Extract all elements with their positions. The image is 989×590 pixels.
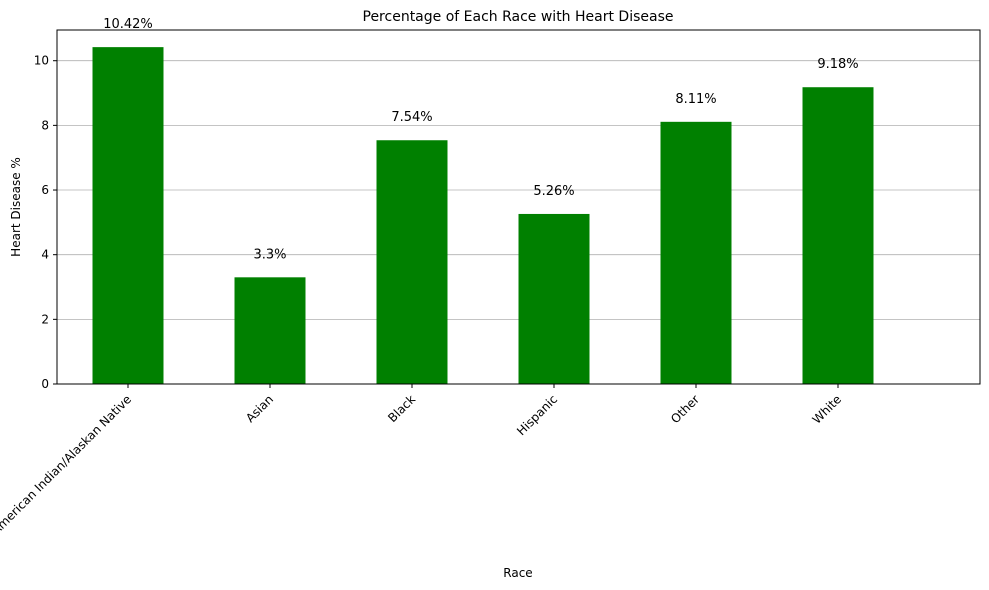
x-tick-label: Black: [385, 392, 418, 425]
bars: [92, 47, 874, 385]
bar-value-label: 10.42%: [103, 17, 153, 32]
chart-title: Percentage of Each Race with Heart Disea…: [363, 9, 674, 25]
y-tick-label: 6: [41, 183, 49, 197]
x-tick-label: Other: [668, 392, 702, 426]
data-labels: 10.42% 3.3% 7.54% 5.26% 8.11% 9.18%: [103, 17, 858, 262]
x-tick-label: White: [810, 392, 845, 427]
y-axis-label: Heart Disease %: [9, 157, 23, 257]
bar: [92, 47, 164, 384]
x-axis-ticks: American Indian/Alaskan Native Asian Black…: [0, 384, 844, 538]
y-tick-label: 8: [41, 118, 49, 132]
bar-value-label: 3.3%: [253, 247, 286, 262]
y-tick-label: 0: [41, 377, 49, 391]
bar: [518, 213, 590, 384]
bar-value-label: 5.26%: [533, 184, 574, 199]
x-axis-label: Race: [503, 566, 532, 580]
x-tick-label: American Indian/Alaskan Native: [0, 392, 134, 537]
bar-value-label: 7.54%: [391, 110, 432, 125]
bar-value-label: 8.11%: [675, 92, 716, 107]
y-axis-ticks: 0 2 4 6 8 10: [34, 54, 57, 391]
bar: [234, 277, 306, 384]
plot-frame: [56, 29, 981, 385]
y-tick-label: 2: [41, 312, 49, 326]
bar: [376, 140, 448, 384]
x-tick-label: Hispanic: [514, 392, 560, 438]
bar: [802, 87, 874, 384]
x-tick-label: Asian: [243, 392, 276, 425]
bar: [660, 121, 732, 385]
y-tick-label: 10: [34, 54, 49, 68]
y-tick-label: 4: [41, 248, 49, 262]
bar-value-label: 9.18%: [817, 57, 858, 72]
